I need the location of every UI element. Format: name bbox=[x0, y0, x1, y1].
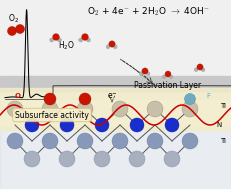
Bar bbox=[0, 127, 231, 189]
Circle shape bbox=[95, 118, 109, 132]
Text: H$_2$O: H$_2$O bbox=[58, 40, 75, 52]
Circle shape bbox=[82, 34, 88, 40]
Text: N: N bbox=[216, 122, 221, 128]
Circle shape bbox=[44, 93, 56, 105]
Circle shape bbox=[112, 133, 128, 149]
Text: Subsurface activity: Subsurface activity bbox=[15, 111, 89, 119]
Circle shape bbox=[165, 71, 171, 77]
Circle shape bbox=[147, 133, 163, 149]
Text: e$^{-}$: e$^{-}$ bbox=[107, 91, 117, 101]
Circle shape bbox=[59, 151, 75, 167]
Circle shape bbox=[112, 101, 128, 117]
Circle shape bbox=[42, 101, 58, 117]
Text: O$_2$: O$_2$ bbox=[8, 13, 19, 25]
Circle shape bbox=[94, 151, 110, 167]
Circle shape bbox=[7, 26, 16, 36]
Circle shape bbox=[197, 64, 203, 70]
Text: F: F bbox=[206, 93, 210, 99]
Circle shape bbox=[77, 133, 93, 149]
Text: O$_2$ + 4e$^{-}$ + 2H$_2$O $\rightarrow$ 4OH$^{-}$: O$_2$ + 4e$^{-}$ + 2H$_2$O $\rightarrow$… bbox=[87, 6, 210, 18]
Circle shape bbox=[53, 34, 59, 40]
Circle shape bbox=[139, 72, 143, 76]
Circle shape bbox=[130, 118, 144, 132]
Circle shape bbox=[24, 151, 40, 167]
Text: Ti: Ti bbox=[220, 103, 226, 109]
Circle shape bbox=[109, 41, 115, 47]
Circle shape bbox=[42, 133, 58, 149]
Circle shape bbox=[7, 101, 23, 117]
Circle shape bbox=[113, 45, 117, 49]
Circle shape bbox=[79, 93, 91, 105]
Circle shape bbox=[185, 94, 195, 105]
Circle shape bbox=[7, 133, 23, 149]
Circle shape bbox=[79, 38, 83, 42]
Circle shape bbox=[182, 101, 198, 117]
Bar bbox=[0, 0, 231, 99]
Circle shape bbox=[25, 118, 39, 132]
Circle shape bbox=[164, 151, 180, 167]
Circle shape bbox=[86, 38, 91, 42]
Text: Ti: Ti bbox=[220, 138, 226, 144]
Circle shape bbox=[182, 133, 198, 149]
Circle shape bbox=[146, 72, 150, 76]
Text: O: O bbox=[15, 93, 21, 99]
Circle shape bbox=[169, 75, 173, 78]
Circle shape bbox=[129, 151, 145, 167]
Circle shape bbox=[142, 68, 148, 74]
Circle shape bbox=[201, 68, 205, 72]
Bar bbox=[0, 76, 231, 91]
Circle shape bbox=[147, 101, 163, 117]
Circle shape bbox=[77, 101, 93, 117]
Text: Passivation Layer: Passivation Layer bbox=[134, 81, 202, 90]
Circle shape bbox=[50, 38, 54, 42]
Circle shape bbox=[165, 118, 179, 132]
Bar bbox=[0, 88, 231, 130]
Circle shape bbox=[106, 45, 110, 49]
Circle shape bbox=[60, 118, 74, 132]
Circle shape bbox=[194, 68, 198, 72]
Circle shape bbox=[57, 38, 61, 42]
Circle shape bbox=[162, 75, 166, 78]
Circle shape bbox=[15, 25, 24, 33]
